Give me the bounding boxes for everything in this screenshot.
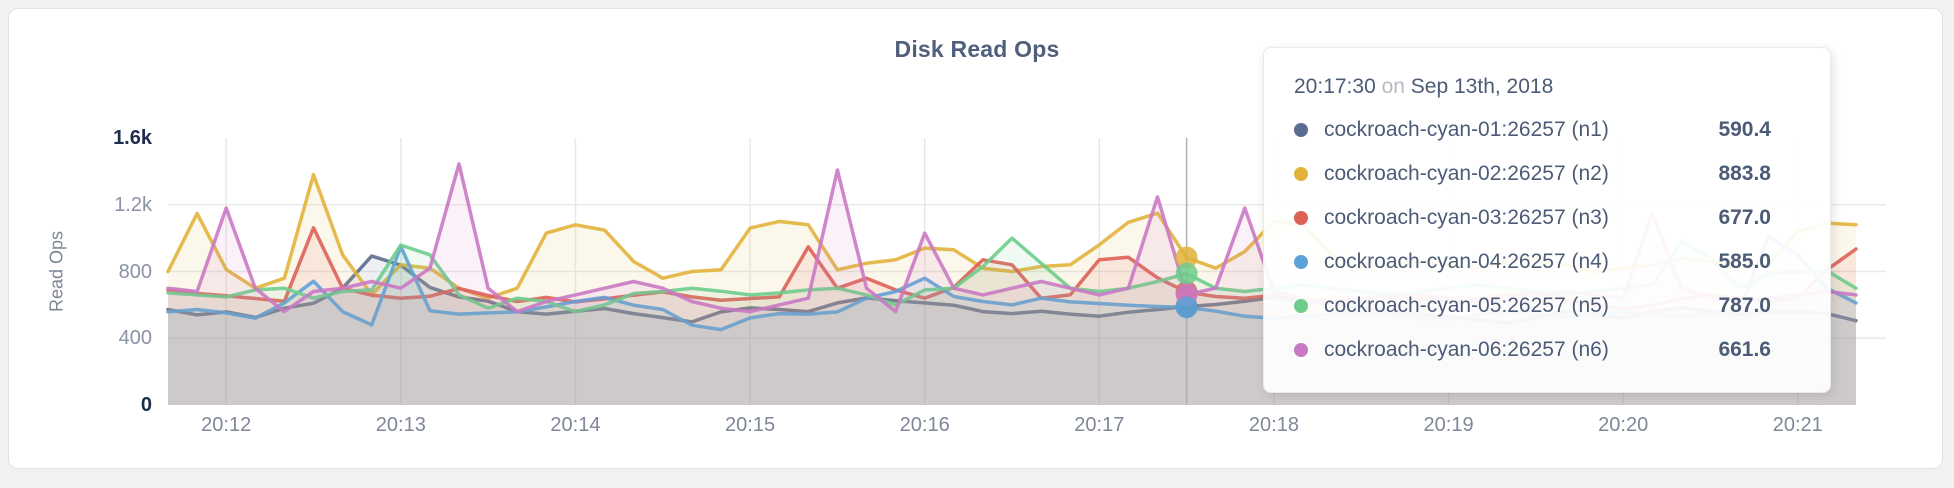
x-tick-label-20:14: 20:14: [550, 414, 601, 436]
tooltip-rows: cockroach-cyan-01:26257 (n1) 590.4 cockroa…: [1264, 106, 1830, 372]
tooltip-series-label: cockroach-cyan-04:26257 (n4): [1324, 250, 1609, 273]
tooltip-header: 20:17:30 on Sep 13th, 2018: [1264, 48, 1830, 106]
series-color-dot-icon: [1294, 299, 1308, 313]
tooltip-series-row: cockroach-cyan-05:26257 (n5) 787.0: [1294, 284, 1771, 328]
hover-dot-n2: [1175, 246, 1198, 269]
series-color-dot-icon: [1294, 167, 1308, 181]
tooltip-series-row: cockroach-cyan-03:26257 (n3) 677.0: [1294, 196, 1771, 240]
tooltip-series-row: cockroach-cyan-02:26257 (n2) 883.8: [1294, 152, 1771, 196]
tooltip-series-label: cockroach-cyan-05:26257 (n5): [1324, 294, 1609, 317]
y-tick-label-800: 800: [118, 260, 152, 283]
x-tick-label-20:18: 20:18: [1248, 414, 1299, 436]
x-tick-label-20:16: 20:16: [899, 414, 950, 436]
y-tick-label-0: 0: [140, 394, 152, 416]
x-tick-label-20:15: 20:15: [725, 414, 776, 436]
series-color-dot-icon: [1294, 123, 1308, 137]
tooltip-series-label: cockroach-cyan-01:26257 (n1): [1324, 118, 1609, 141]
x-tick-label-20:12: 20:12: [201, 414, 252, 436]
tooltip-series-value: 590.4: [1718, 118, 1771, 141]
tooltip-on-text: on: [1381, 75, 1405, 98]
hover-dot-n5: [1175, 262, 1198, 285]
tooltip-time: 20:17:30: [1294, 75, 1376, 98]
series-color-dot-icon: [1294, 343, 1308, 357]
tooltip-series-value: 585.0: [1718, 250, 1771, 273]
x-tick-label-20:20: 20:20: [1598, 414, 1649, 436]
tooltip-series-value: 883.8: [1718, 162, 1771, 185]
tooltip-series-label: cockroach-cyan-02:26257 (n2): [1324, 162, 1609, 185]
tooltip-series-value: 677.0: [1718, 206, 1771, 229]
x-tick-label-20:19: 20:19: [1423, 414, 1474, 436]
tooltip-series-value: 787.0: [1718, 294, 1771, 317]
tooltip-series-label: cockroach-cyan-03:26257 (n3): [1324, 206, 1609, 229]
x-tick-label-20:13: 20:13: [375, 414, 426, 436]
tooltip-date: Sep 13th, 2018: [1410, 75, 1554, 98]
y-tick-label-400: 400: [118, 327, 152, 350]
tooltip-series-label: cockroach-cyan-06:26257 (n6): [1324, 338, 1609, 361]
y-tick-label-1.2k: 1.2k: [114, 193, 152, 216]
tooltip-series-row: cockroach-cyan-06:26257 (n6) 661.6: [1294, 328, 1771, 372]
y-tick-label-1.6k: 1.6k: [113, 127, 152, 149]
hover-dot-n4: [1175, 296, 1198, 319]
tooltip-series-value: 661.6: [1718, 338, 1771, 361]
tooltip-series-row: cockroach-cyan-04:26257 (n4) 585.0: [1294, 240, 1771, 284]
x-tick-label-20:21: 20:21: [1772, 414, 1823, 436]
series-color-dot-icon: [1294, 255, 1308, 269]
x-tick-label-20:17: 20:17: [1074, 414, 1125, 436]
series-color-dot-icon: [1294, 211, 1308, 225]
chart-title: Disk Read Ops: [894, 36, 1060, 62]
tooltip-series-row: cockroach-cyan-01:26257 (n1) 590.4: [1294, 108, 1771, 152]
chart-tooltip: 20:17:30 on Sep 13th, 2018 cockroach-cya…: [1263, 47, 1831, 393]
